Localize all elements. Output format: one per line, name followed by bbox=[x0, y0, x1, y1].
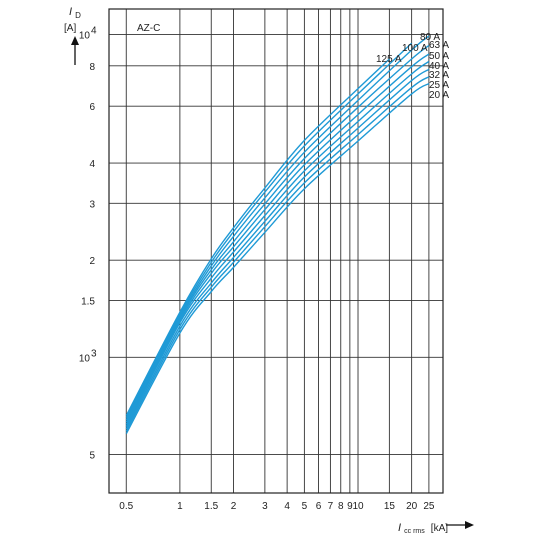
series-line-100a bbox=[125, 42, 413, 419]
y-tick-label: 8 bbox=[89, 62, 95, 73]
y-tick-label-power: 10 bbox=[79, 353, 91, 364]
x-tick-label: 15 bbox=[384, 501, 396, 512]
x-tick-label: 3 bbox=[262, 501, 268, 512]
y-tick-label: 3 bbox=[89, 199, 95, 210]
series-line-125a bbox=[125, 58, 390, 416]
series-label-40a: 40 A bbox=[429, 61, 449, 72]
y-axis-symbol: I bbox=[69, 6, 72, 18]
x-axis-arrow bbox=[446, 521, 474, 529]
y-axis-label: I D bbox=[69, 6, 81, 20]
x-axis-subscript: cc rms bbox=[404, 528, 425, 535]
plot-frame bbox=[108, 8, 444, 494]
series-label-32a: 32 A bbox=[429, 70, 449, 81]
y-tick-label: 4 bbox=[89, 159, 95, 170]
series-label-25a: 25 A bbox=[429, 80, 449, 91]
series-label-50a: 50 A bbox=[429, 51, 449, 62]
x-tick-label: 6 bbox=[316, 501, 322, 512]
x-tick-label: 25 bbox=[423, 501, 435, 512]
series-line-20a bbox=[125, 82, 430, 435]
series-layer bbox=[125, 35, 430, 435]
series-label-100a: 100 A bbox=[402, 43, 428, 54]
y-tick-label: 2 bbox=[89, 256, 95, 267]
y-tick-label: 1.5 bbox=[81, 297, 95, 308]
y-axis-unit: [A] bbox=[64, 23, 76, 34]
x-tick-label: 5 bbox=[302, 501, 308, 512]
chart-title: AZ-C bbox=[137, 23, 160, 34]
series-label-80a: 80 A bbox=[420, 32, 440, 43]
x-tick-label: 2 bbox=[231, 501, 237, 512]
x-tick-label: 10 bbox=[352, 501, 364, 512]
series-line-32a bbox=[125, 68, 430, 430]
series-line-40a bbox=[125, 60, 430, 428]
x-tick-label: 20 bbox=[406, 501, 418, 512]
x-tick-label: 7 bbox=[328, 501, 334, 512]
x-axis-label: I cc rms [kA] bbox=[398, 522, 448, 536]
series-line-63a bbox=[125, 44, 430, 423]
series-line-25a bbox=[125, 76, 430, 432]
x-tick-label: 4 bbox=[284, 501, 290, 512]
series-line-50a bbox=[125, 53, 430, 425]
x-axis-symbol: I bbox=[398, 522, 401, 534]
y-axis-subscript: D bbox=[75, 11, 81, 20]
x-axis-unit: [kA] bbox=[431, 523, 448, 534]
y-tick-label-power: 10 bbox=[79, 31, 91, 42]
x-tick-label: 1 bbox=[177, 501, 183, 512]
x-tick-label: 1.5 bbox=[204, 501, 218, 512]
series-label-63a: 63 A bbox=[429, 40, 449, 51]
x-tick-label: 8 bbox=[338, 501, 344, 512]
x-tick-label: 0.5 bbox=[119, 501, 133, 512]
series-label-125a: 125 A bbox=[376, 54, 402, 65]
y-tick-exponent: 4 bbox=[91, 26, 97, 37]
x-tick-label: 9 bbox=[347, 501, 353, 512]
y-axis-arrow bbox=[71, 36, 79, 65]
y-tick-exponent: 3 bbox=[91, 348, 97, 359]
y-tick-label: 5 bbox=[89, 451, 95, 462]
grid bbox=[109, 9, 443, 493]
y-tick-label: 6 bbox=[89, 102, 95, 113]
series-line-80a bbox=[125, 35, 430, 421]
series-label-20a: 20 A bbox=[429, 90, 449, 101]
